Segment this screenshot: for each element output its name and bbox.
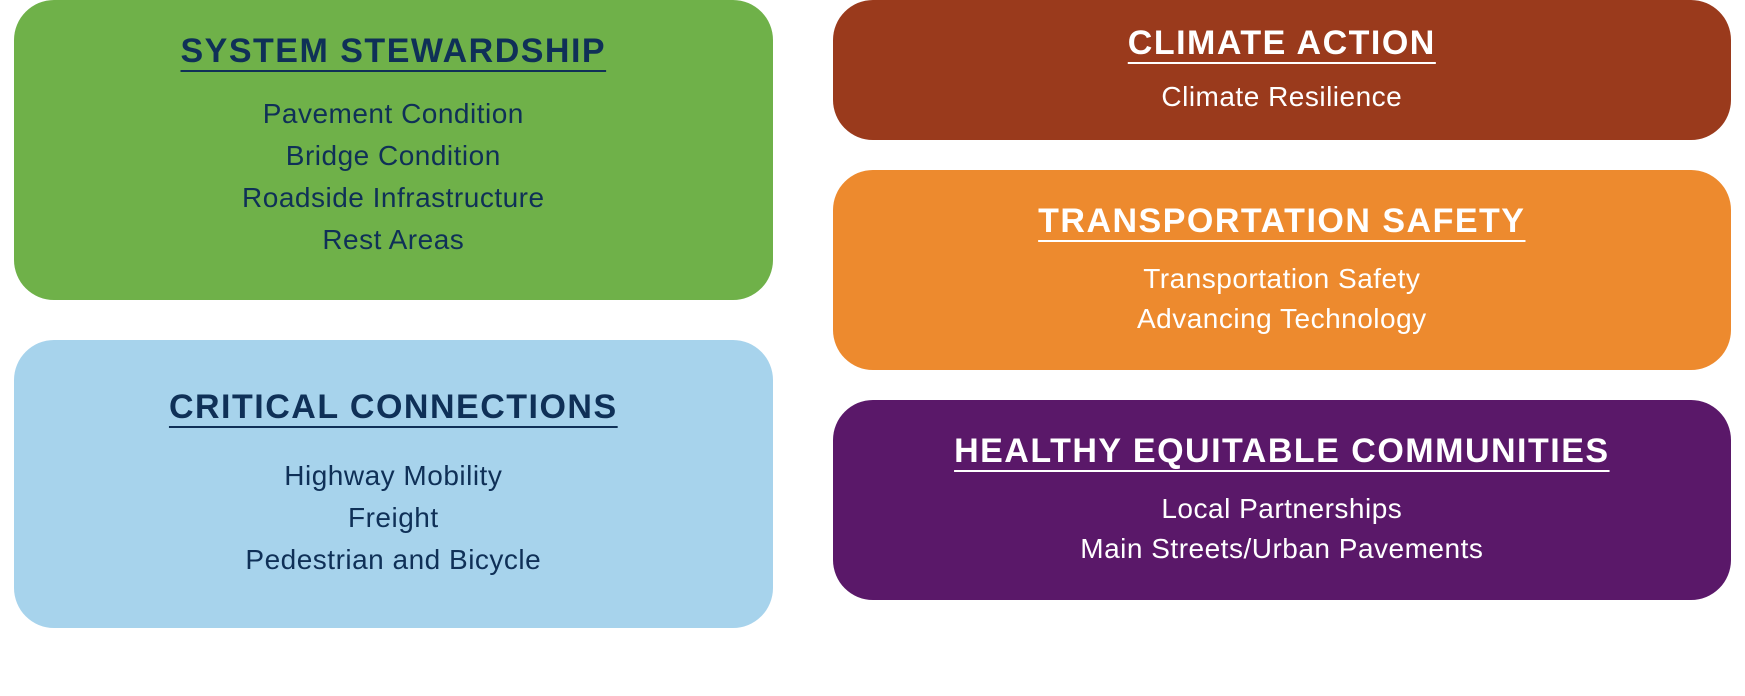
card-items: Transportation Safety Advancing Technolo… [1137,259,1427,339]
card-item: Transportation Safety [1143,259,1420,299]
card-item: Roadside Infrastructure [242,177,545,219]
card-item: Pedestrian and Bicycle [245,539,541,581]
card-item: Main Streets/Urban Pavements [1080,529,1483,569]
card-item: Rest Areas [322,219,464,261]
card-system-stewardship: SYSTEM STEWARDSHIP Pavement Condition Br… [14,0,773,300]
card-items: Local Partnerships Main Streets/Urban Pa… [1080,489,1483,569]
right-column: CLIMATE ACTION Climate Resilience TRANSP… [833,0,1731,628]
left-column: SYSTEM STEWARDSHIP Pavement Condition Br… [14,0,773,628]
card-transportation-safety: TRANSPORTATION SAFETY Transportation Saf… [833,170,1731,370]
card-items: Climate Resilience [1161,77,1402,117]
card-critical-connections: CRITICAL CONNECTIONS Highway Mobility Fr… [14,340,773,628]
card-item: Local Partnerships [1161,489,1402,529]
card-title: HEALTHY EQUITABLE COMMUNITIES [954,432,1610,471]
card-items: Highway Mobility Freight Pedestrian and … [245,455,541,581]
card-items: Pavement Condition Bridge Condition Road… [242,93,545,261]
card-item: Climate Resilience [1161,77,1402,117]
card-title: CRITICAL CONNECTIONS [169,388,618,427]
card-title: CLIMATE ACTION [1128,24,1436,63]
card-item: Highway Mobility [284,455,502,497]
card-item: Freight [348,497,439,539]
card-climate-action: CLIMATE ACTION Climate Resilience [833,0,1731,140]
card-item: Bridge Condition [286,135,501,177]
card-grid: SYSTEM STEWARDSHIP Pavement Condition Br… [0,0,1745,628]
card-item: Pavement Condition [263,93,524,135]
card-title: TRANSPORTATION SAFETY [1038,202,1525,241]
card-title: SYSTEM STEWARDSHIP [181,32,607,71]
card-healthy-equitable-communities: HEALTHY EQUITABLE COMMUNITIES Local Part… [833,400,1731,600]
card-item: Advancing Technology [1137,299,1427,339]
